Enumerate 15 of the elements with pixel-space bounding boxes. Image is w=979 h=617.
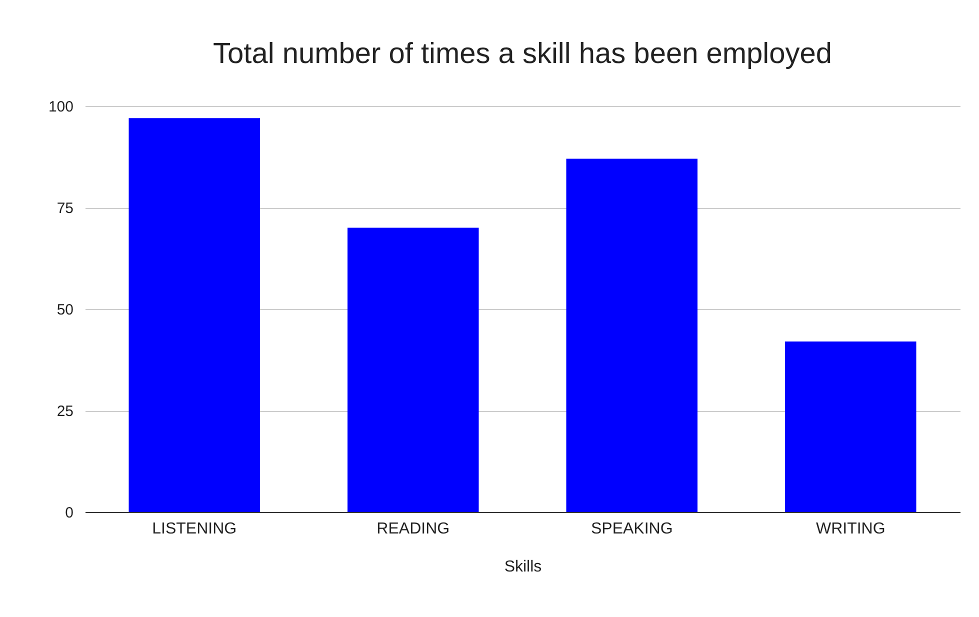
y-tick-label: 75 [56,200,74,217]
x-tick-label: LISTENING [152,520,237,538]
y-tick-label: 100 [48,98,74,116]
bar [785,341,916,512]
chart-title: Total number of times a skill has been employed [213,38,832,70]
y-tick-label: 50 [56,302,74,318]
bar [348,228,479,512]
y-tick-label: 0 [65,504,74,522]
y-tick-label: 25 [56,403,74,420]
x-tick-label: SPEAKING [590,520,673,538]
x-tick-label: WRITING [816,520,886,538]
x-tick-label: READING [376,520,450,538]
x-axis-title: Skills [504,558,542,576]
bar [566,158,698,512]
bar [128,118,260,512]
